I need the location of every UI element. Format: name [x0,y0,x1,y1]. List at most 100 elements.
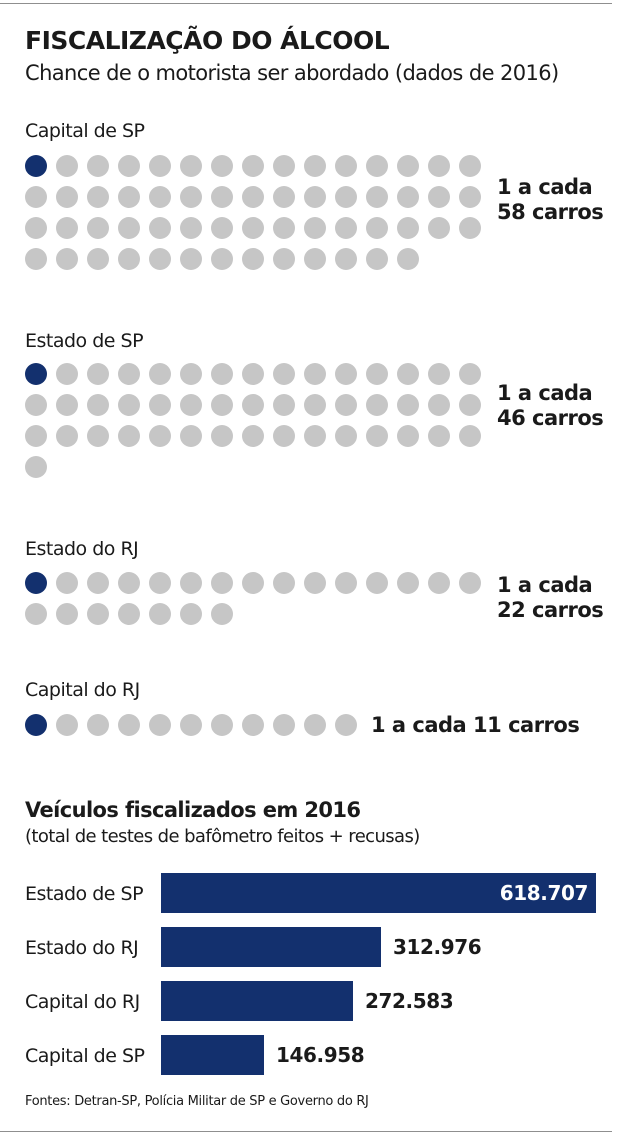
car-dot [56,155,78,177]
car-dot [366,394,388,416]
rate-line1: 1 a cada 11 carros [371,713,580,737]
car-dot [149,714,171,736]
car-dot [335,394,357,416]
car-dot [273,186,295,208]
rate-line1: 1 a cada [497,573,593,597]
car-dot [211,425,233,447]
car-dot [149,394,171,416]
highlighted-car-dot [25,155,47,177]
car-dot [149,217,171,239]
car-dot [211,248,233,270]
car-dot [118,425,140,447]
rate-capital-rj: 1 a cada 11 carros [371,713,580,738]
car-dot [304,394,326,416]
car-dot [304,186,326,208]
car-dot [397,425,419,447]
car-dot [25,186,47,208]
car-dot [56,186,78,208]
group-label-estado-rj: Estado do RJ [25,538,139,560]
car-dot [87,425,109,447]
car-dot [118,186,140,208]
top-rule [0,3,612,4]
car-dot [459,363,481,385]
car-dot [56,217,78,239]
car-dot [149,603,171,625]
bar-label-estado-rj: Estado do RJ [25,937,139,959]
car-dot [149,186,171,208]
car-dot [273,394,295,416]
car-dot [118,217,140,239]
chart-subtitle: Chance de o motorista ser abordado (dado… [25,61,559,85]
chart-title: FISCALIZAÇÃO DO ÁLCOOL [25,26,390,55]
car-dot [180,155,202,177]
car-dot [304,572,326,594]
car-dot [56,572,78,594]
bar-value-estado-rj: 312.976 [393,935,482,959]
car-dot [304,155,326,177]
rate-line2: 22 carros [497,598,604,622]
car-dot [335,248,357,270]
car-dot [242,572,264,594]
group-label-estado-sp: Estado de SP [25,330,144,352]
car-dot [335,714,357,736]
group-label-capital-sp: Capital de SP [25,120,145,142]
car-dot [459,425,481,447]
car-dot [25,217,47,239]
rate-estado-rj: 1 a cada 22 carros [497,573,604,623]
car-dot [87,186,109,208]
car-dot [273,363,295,385]
car-dot [242,425,264,447]
car-dot [118,572,140,594]
rate-line2: 58 carros [497,200,604,224]
car-dot [149,248,171,270]
car-dot [335,217,357,239]
rate-capital-sp: 1 a cada 58 carros [497,175,604,225]
car-dot [366,186,388,208]
car-dot [118,248,140,270]
car-dot [397,572,419,594]
car-dot [428,363,450,385]
car-dot [459,217,481,239]
car-dot [211,186,233,208]
car-dot [366,155,388,177]
car-dot [56,425,78,447]
car-dot [25,456,47,478]
car-dot [242,363,264,385]
car-dot [211,714,233,736]
car-dot [180,217,202,239]
car-dot [242,155,264,177]
car-dot [335,572,357,594]
car-dot [25,425,47,447]
car-dot [335,186,357,208]
bar-label-capital-sp: Capital de SP [25,1045,145,1067]
rate-line2: 46 carros [497,406,604,430]
car-dot [56,363,78,385]
car-dot [304,248,326,270]
car-dot [180,603,202,625]
car-dot [211,603,233,625]
bar-chart-subtitle: (total de testes de bafômetro feitos + r… [25,826,420,847]
car-dot [56,714,78,736]
car-dot [428,155,450,177]
car-dot [459,155,481,177]
bar-estado-rj [161,927,381,967]
bar-label-capital-rj: Capital do RJ [25,991,140,1013]
car-dot [118,603,140,625]
car-dot [118,363,140,385]
car-dot [428,425,450,447]
highlighted-car-dot [25,572,47,594]
car-dot [273,572,295,594]
car-dot [428,394,450,416]
bar-value-capital-rj: 272.583 [365,989,454,1013]
car-dot [428,186,450,208]
car-dot [366,217,388,239]
car-dot [428,217,450,239]
car-dot [366,363,388,385]
car-dot [180,572,202,594]
car-dot [304,217,326,239]
car-dot [242,394,264,416]
car-dot [118,714,140,736]
highlighted-car-dot [25,363,47,385]
car-dot [180,186,202,208]
car-dot [25,394,47,416]
